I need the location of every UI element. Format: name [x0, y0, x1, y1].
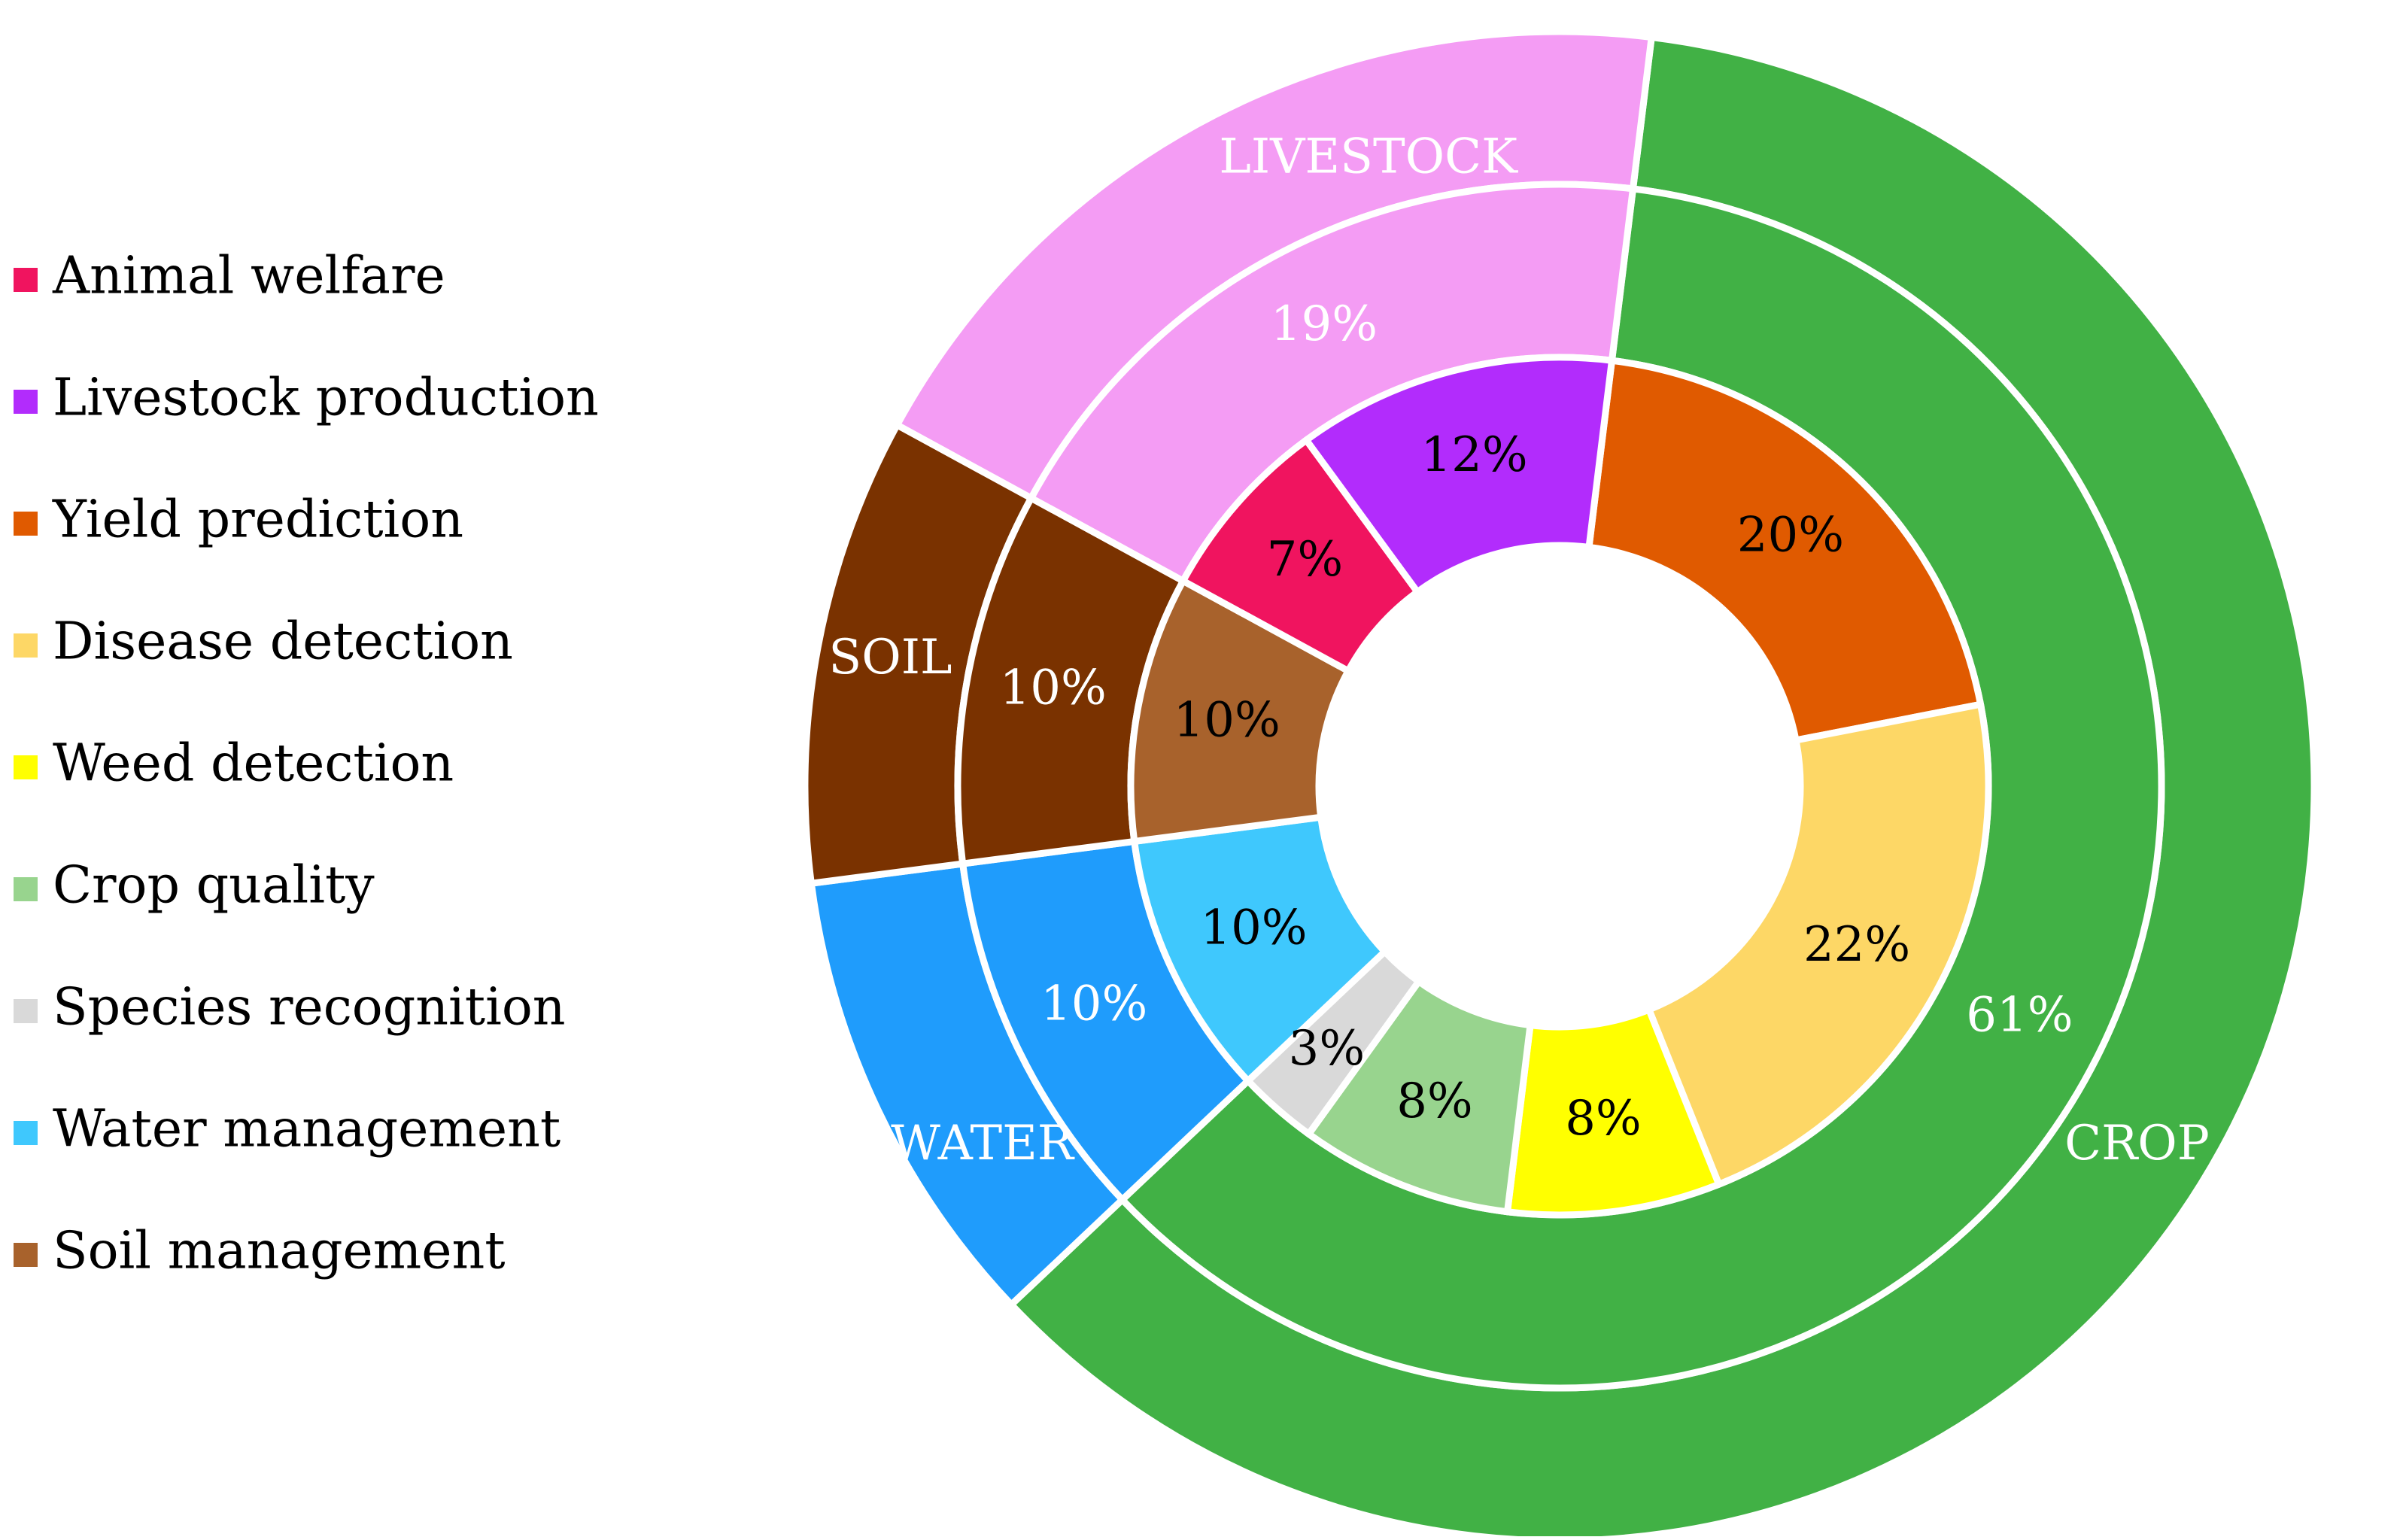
data-label-yield-prediction: 20% [1737, 507, 1844, 563]
legend-label-disease-detection: Disease detection [53, 612, 513, 672]
data-label-soil-management: 10% [1174, 693, 1280, 749]
share-label-crop: 61% [1966, 987, 2073, 1043]
legend-swatch-livestock-production [14, 390, 38, 414]
legend-item-species-recognition: Species recognition [14, 978, 566, 1037]
legend-item-yield-prediction: Yield prediction [14, 491, 463, 550]
subcategory-ring [1127, 354, 1992, 1219]
legend-item-weed-detection: Weed detection [14, 734, 454, 794]
legend-label-yield-prediction: Yield prediction [52, 491, 463, 550]
data-label-water-management: 10% [1200, 901, 1307, 956]
legend-swatch-species-recognition [14, 999, 38, 1023]
legend-swatch-weed-detection [14, 755, 38, 779]
data-label-species-recognition: 3% [1289, 1021, 1366, 1077]
share-label-water: 10% [1040, 976, 1147, 1031]
category-label-crop: CROP [2064, 1116, 2210, 1171]
category-ring [801, 28, 2318, 1540]
data-label-crop-quality: 8% [1396, 1074, 1473, 1129]
legend-swatch-soil-management [14, 1243, 38, 1267]
legend-swatch-animal-welfare [14, 268, 38, 292]
legend-swatch-yield-prediction [14, 512, 38, 536]
legend-item-soil-management: Soil management [14, 1222, 506, 1281]
legend-swatch-water-management [14, 1121, 38, 1145]
legend-item-animal-welfare: Animal welfare [14, 247, 445, 306]
share-label-livestock: 19% [1271, 296, 1378, 352]
legend-swatch-crop-quality [14, 877, 38, 901]
legend-item-water-management: Water management [14, 1100, 560, 1159]
data-label-animal-welfare: 7% [1267, 532, 1344, 588]
data-label-disease-detection: 22% [1803, 917, 1910, 973]
legend-item-crop-quality: Crop quality [14, 856, 375, 916]
legend-label-animal-welfare: Animal welfare [52, 247, 445, 306]
subcategory-segment-livestock-production [1302, 354, 1616, 597]
legend: Animal welfare Livestock production Yield … [14, 247, 599, 1281]
legend-label-species-recognition: Species recognition [53, 978, 566, 1037]
legend-item-disease-detection: Disease detection [14, 612, 513, 672]
data-label-livestock-production: 12% [1420, 427, 1527, 483]
legend-label-crop-quality: Crop quality [53, 856, 375, 916]
legend-item-livestock-production: Livestock production [14, 369, 599, 428]
category-label-soil: SOIL [828, 630, 952, 685]
legend-label-livestock-production: Livestock production [53, 369, 599, 428]
legend-label-weed-detection: Weed detection [53, 734, 454, 794]
legend-label-water-management: Water management [53, 1100, 560, 1159]
subcategory-segment-soil-management [1127, 576, 1353, 846]
subcategory-segment-water-management [1130, 813, 1390, 1086]
data-label-weed-detection: 8% [1565, 1091, 1642, 1147]
share-label-soil: 10% [1000, 660, 1107, 715]
category-label-water: WATER [891, 1116, 1075, 1171]
data-labels: 20% 22% 8% 8% 3% 10% 10% 7% 12% 61% 10% 10% 19% CROP W… [828, 129, 2209, 1172]
subcategory-segment-disease-detection [1644, 700, 1992, 1189]
legend-label-soil-management: Soil management [53, 1222, 506, 1281]
category-label-livestock: LIVESTOCK [1219, 129, 1518, 185]
subcategory-segment-yield-prediction [1584, 357, 1985, 745]
legend-swatch-disease-detection [14, 633, 38, 658]
